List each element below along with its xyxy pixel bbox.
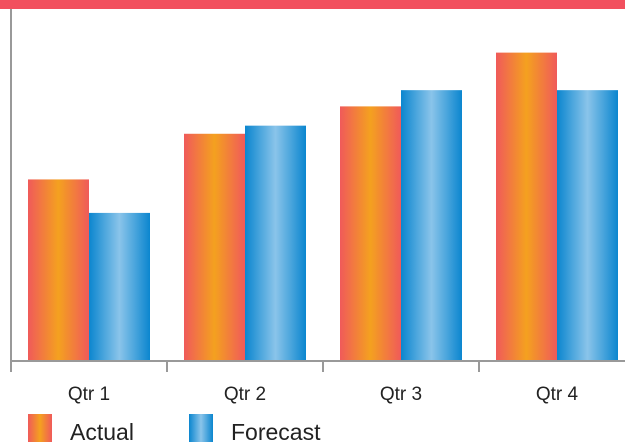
x-axis-tick-labels: Qtr 1 Qtr 2 Qtr 3 Qtr 4 xyxy=(68,384,579,405)
bar-actual-qtr-2 xyxy=(184,133,245,360)
legend-label-forecast: Forecast xyxy=(231,419,321,445)
top-color-band xyxy=(0,0,625,9)
x-tick-label: Qtr 1 xyxy=(68,384,110,405)
bar-forecast-qtr-4 xyxy=(557,90,618,360)
legend: Actual Forecast xyxy=(28,414,321,445)
bar-actual-qtr-3 xyxy=(340,106,401,360)
legend-swatch-actual xyxy=(28,414,52,442)
bar-forecast-qtr-3 xyxy=(401,90,462,360)
bar-actual-qtr-1 xyxy=(28,179,89,360)
legend-swatch-forecast xyxy=(189,414,213,442)
x-tick-label: Qtr 3 xyxy=(380,384,422,405)
x-tick-label: Qtr 2 xyxy=(224,384,266,405)
x-axis-ticks xyxy=(10,361,480,372)
bar-actual-qtr-4 xyxy=(496,52,557,360)
bars-group xyxy=(28,52,618,360)
legend-label-actual: Actual xyxy=(70,419,134,445)
x-tick-label: Qtr 4 xyxy=(536,384,579,405)
bar-forecast-qtr-1 xyxy=(89,212,150,360)
bar-forecast-qtr-2 xyxy=(245,125,306,360)
